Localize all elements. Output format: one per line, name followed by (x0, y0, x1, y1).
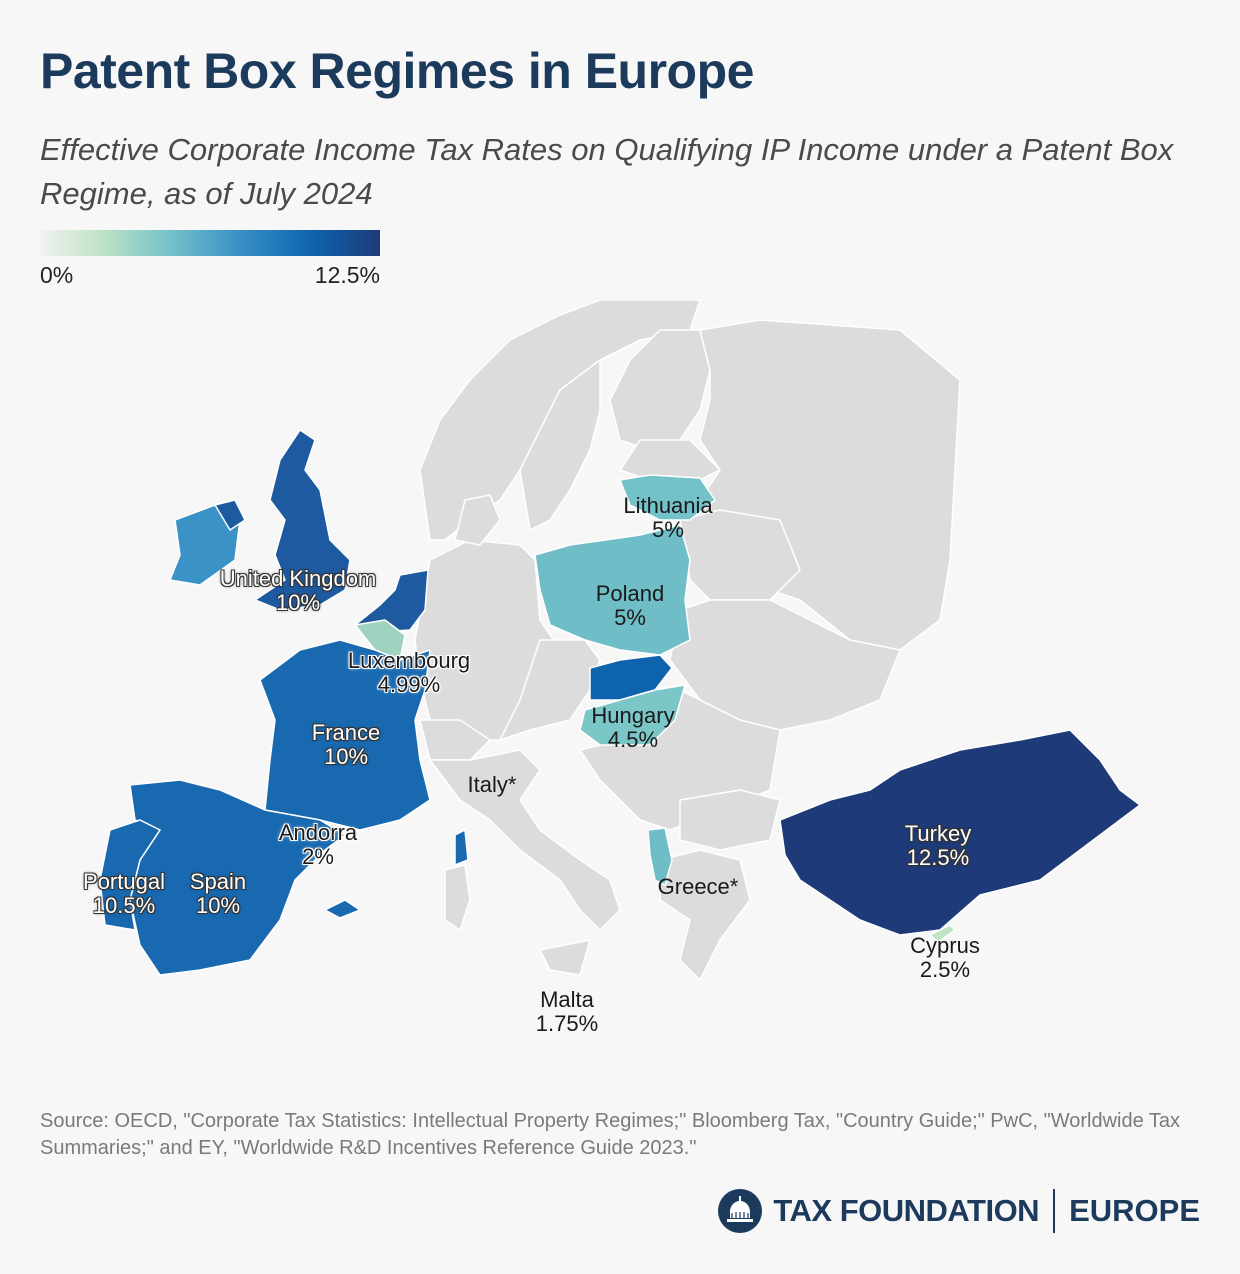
country-portugal (99, 819, 161, 931)
country-turkey (779, 729, 1141, 936)
country-italy (429, 749, 621, 931)
label-cyprus: Cyprus 2.5% (910, 933, 980, 982)
country-czechia-austria (499, 639, 601, 741)
country-united-kingdom (254, 429, 351, 611)
label-italy: Italy* (467, 772, 517, 797)
europe-map (99, 300, 1141, 981)
label-andorra: Andorra 2% (278, 820, 358, 869)
country-lithuania (619, 474, 716, 521)
source-note: Source: OECD, "Corporate Tax Statistics:… (40, 1110, 1181, 1159)
capitol-dome-icon (718, 1189, 763, 1233)
country-sweden (519, 359, 601, 531)
logo-brand-text: TAX FOUNDATION (773, 1193, 1040, 1228)
label-lithuania: Lithuania 5% (623, 493, 713, 542)
country-france (259, 639, 431, 831)
country-slovakia (589, 654, 673, 701)
label-malta: Malta 1.75% (535, 987, 599, 1036)
page-subtitle: Effective Corporate Income Tax Rates on … (40, 132, 1174, 211)
label-portugal: Portugal 10.5% (83, 869, 165, 918)
country-balearic (324, 899, 361, 919)
country-cyprus (929, 924, 956, 943)
label-greece: Greece* (657, 874, 739, 899)
country-greece (659, 849, 751, 981)
country-poland (534, 524, 691, 656)
label-poland: Poland 5% (595, 581, 665, 630)
legend-max-label: 12.5% (314, 262, 380, 288)
country-sicily (539, 939, 591, 976)
country-hungary (579, 684, 686, 746)
logo-divider (1053, 1189, 1056, 1233)
page-title: Patent Box Regimes in Europe (40, 43, 754, 99)
country-belarus (679, 509, 801, 601)
country-bulgaria (679, 789, 781, 851)
legend-min-label: 0% (40, 262, 74, 288)
country-corsica (454, 829, 469, 866)
label-spain: Spain 10% (189, 869, 247, 918)
label-france: France 10% (311, 720, 381, 769)
country-albania (647, 827, 673, 886)
country-luxembourg (354, 619, 406, 661)
country-denmark (454, 494, 501, 546)
country-switzerland (419, 719, 491, 761)
label-luxembourg: Luxembourg 4.99% (347, 648, 471, 697)
country-northern-ireland (214, 499, 246, 531)
country-ukraine (669, 599, 901, 731)
label-hungary: Hungary 4.5% (591, 703, 675, 752)
tax-foundation-logo: TAX FOUNDATION EUROPE (717, 1186, 1200, 1236)
logo-region-text: EUROPE (1069, 1193, 1200, 1228)
country-sardinia (444, 864, 471, 931)
label-united-kingdom: United Kingdom 10% (219, 566, 377, 615)
legend-color-scale (40, 230, 380, 256)
label-turkey: Turkey 12.5% (904, 821, 972, 870)
